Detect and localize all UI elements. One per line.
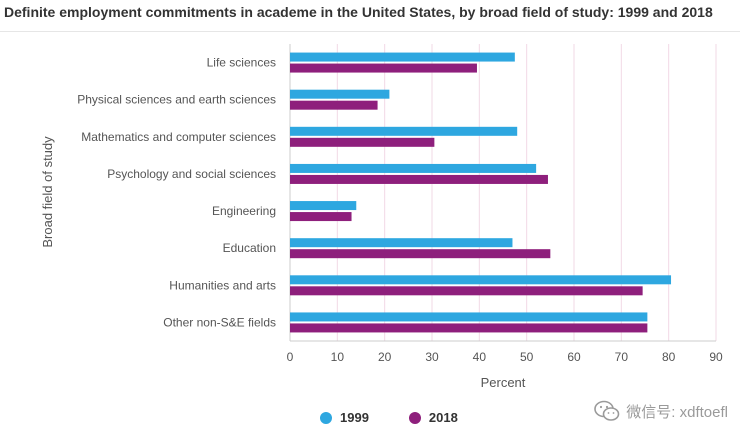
x-tick-label: 40	[473, 350, 487, 364]
category-label: Other non-S&E fields	[163, 315, 276, 329]
legend: 1999 2018	[320, 410, 458, 425]
legend-swatch-1999	[320, 411, 332, 424]
category-label: Education	[223, 241, 276, 255]
x-tick-label: 50	[520, 350, 534, 364]
bar-1999[interactable]	[290, 89, 390, 99]
x-tick-label: 60	[567, 350, 581, 364]
y-axis-label: Broad field of study	[40, 136, 55, 248]
bar-1999[interactable]	[290, 201, 357, 211]
watermark-text: 微信号: xdftoefl	[626, 403, 728, 421]
legend-item-1999[interactable]: 1999	[320, 410, 369, 425]
legend-label-2018: 2018	[428, 410, 458, 425]
grid-lines	[289, 44, 717, 342]
x-tick-label: 70	[615, 350, 629, 364]
x-tick-label: 90	[709, 350, 723, 364]
x-tick-label: 0	[287, 350, 294, 364]
bar-2018[interactable]	[290, 249, 551, 259]
bar-2018[interactable]	[290, 100, 378, 110]
wechat-icon	[594, 400, 620, 421]
x-tick-label: 30	[425, 350, 439, 364]
legend-item-2018[interactable]: 2018	[408, 410, 458, 425]
bar-1999[interactable]	[290, 163, 537, 173]
category-label: Psychology and social sciences	[107, 167, 276, 181]
watermark: 微信号: xdftoefl	[594, 400, 728, 422]
bar-2018[interactable]	[290, 286, 643, 296]
category-label: Mathematics and computer sciences	[81, 130, 276, 144]
x-tick-label: 10	[331, 350, 345, 364]
category-label: Physical sciences and earth sciences	[77, 93, 276, 107]
bar-2018[interactable]	[290, 212, 352, 222]
category-labels: Life sciences Physical sciences and earth…	[77, 56, 276, 330]
bar-1999[interactable]	[290, 312, 648, 322]
category-label: Humanities and arts	[169, 278, 276, 292]
bar-1999[interactable]	[290, 238, 513, 248]
bar-2018[interactable]	[290, 63, 477, 73]
category-label: Engineering	[212, 204, 276, 218]
category-label: Life sciences	[207, 56, 276, 70]
chart-title: Definite employment commitments in acade…	[4, 4, 713, 20]
x-axis-label: Percent	[481, 375, 526, 390]
legend-label-1999: 1999	[340, 410, 369, 425]
legend-swatch-2018	[408, 411, 421, 424]
x-tick-label: 20	[378, 350, 392, 364]
bar-2018[interactable]	[290, 174, 548, 184]
title-divider	[0, 31, 740, 32]
bar-1999[interactable]	[290, 126, 518, 136]
bar-2018[interactable]	[290, 323, 648, 333]
bar-1999[interactable]	[290, 275, 672, 285]
bar-1999[interactable]	[290, 52, 515, 62]
x-tick-labels: 0 10 20 30 40 50 60 70 80 90	[287, 350, 723, 364]
bar-chart: Life sciences Physical sciences and earth…	[40, 44, 723, 390]
bars	[290, 52, 672, 333]
x-tick-label: 80	[662, 350, 676, 364]
bar-2018[interactable]	[290, 137, 435, 147]
